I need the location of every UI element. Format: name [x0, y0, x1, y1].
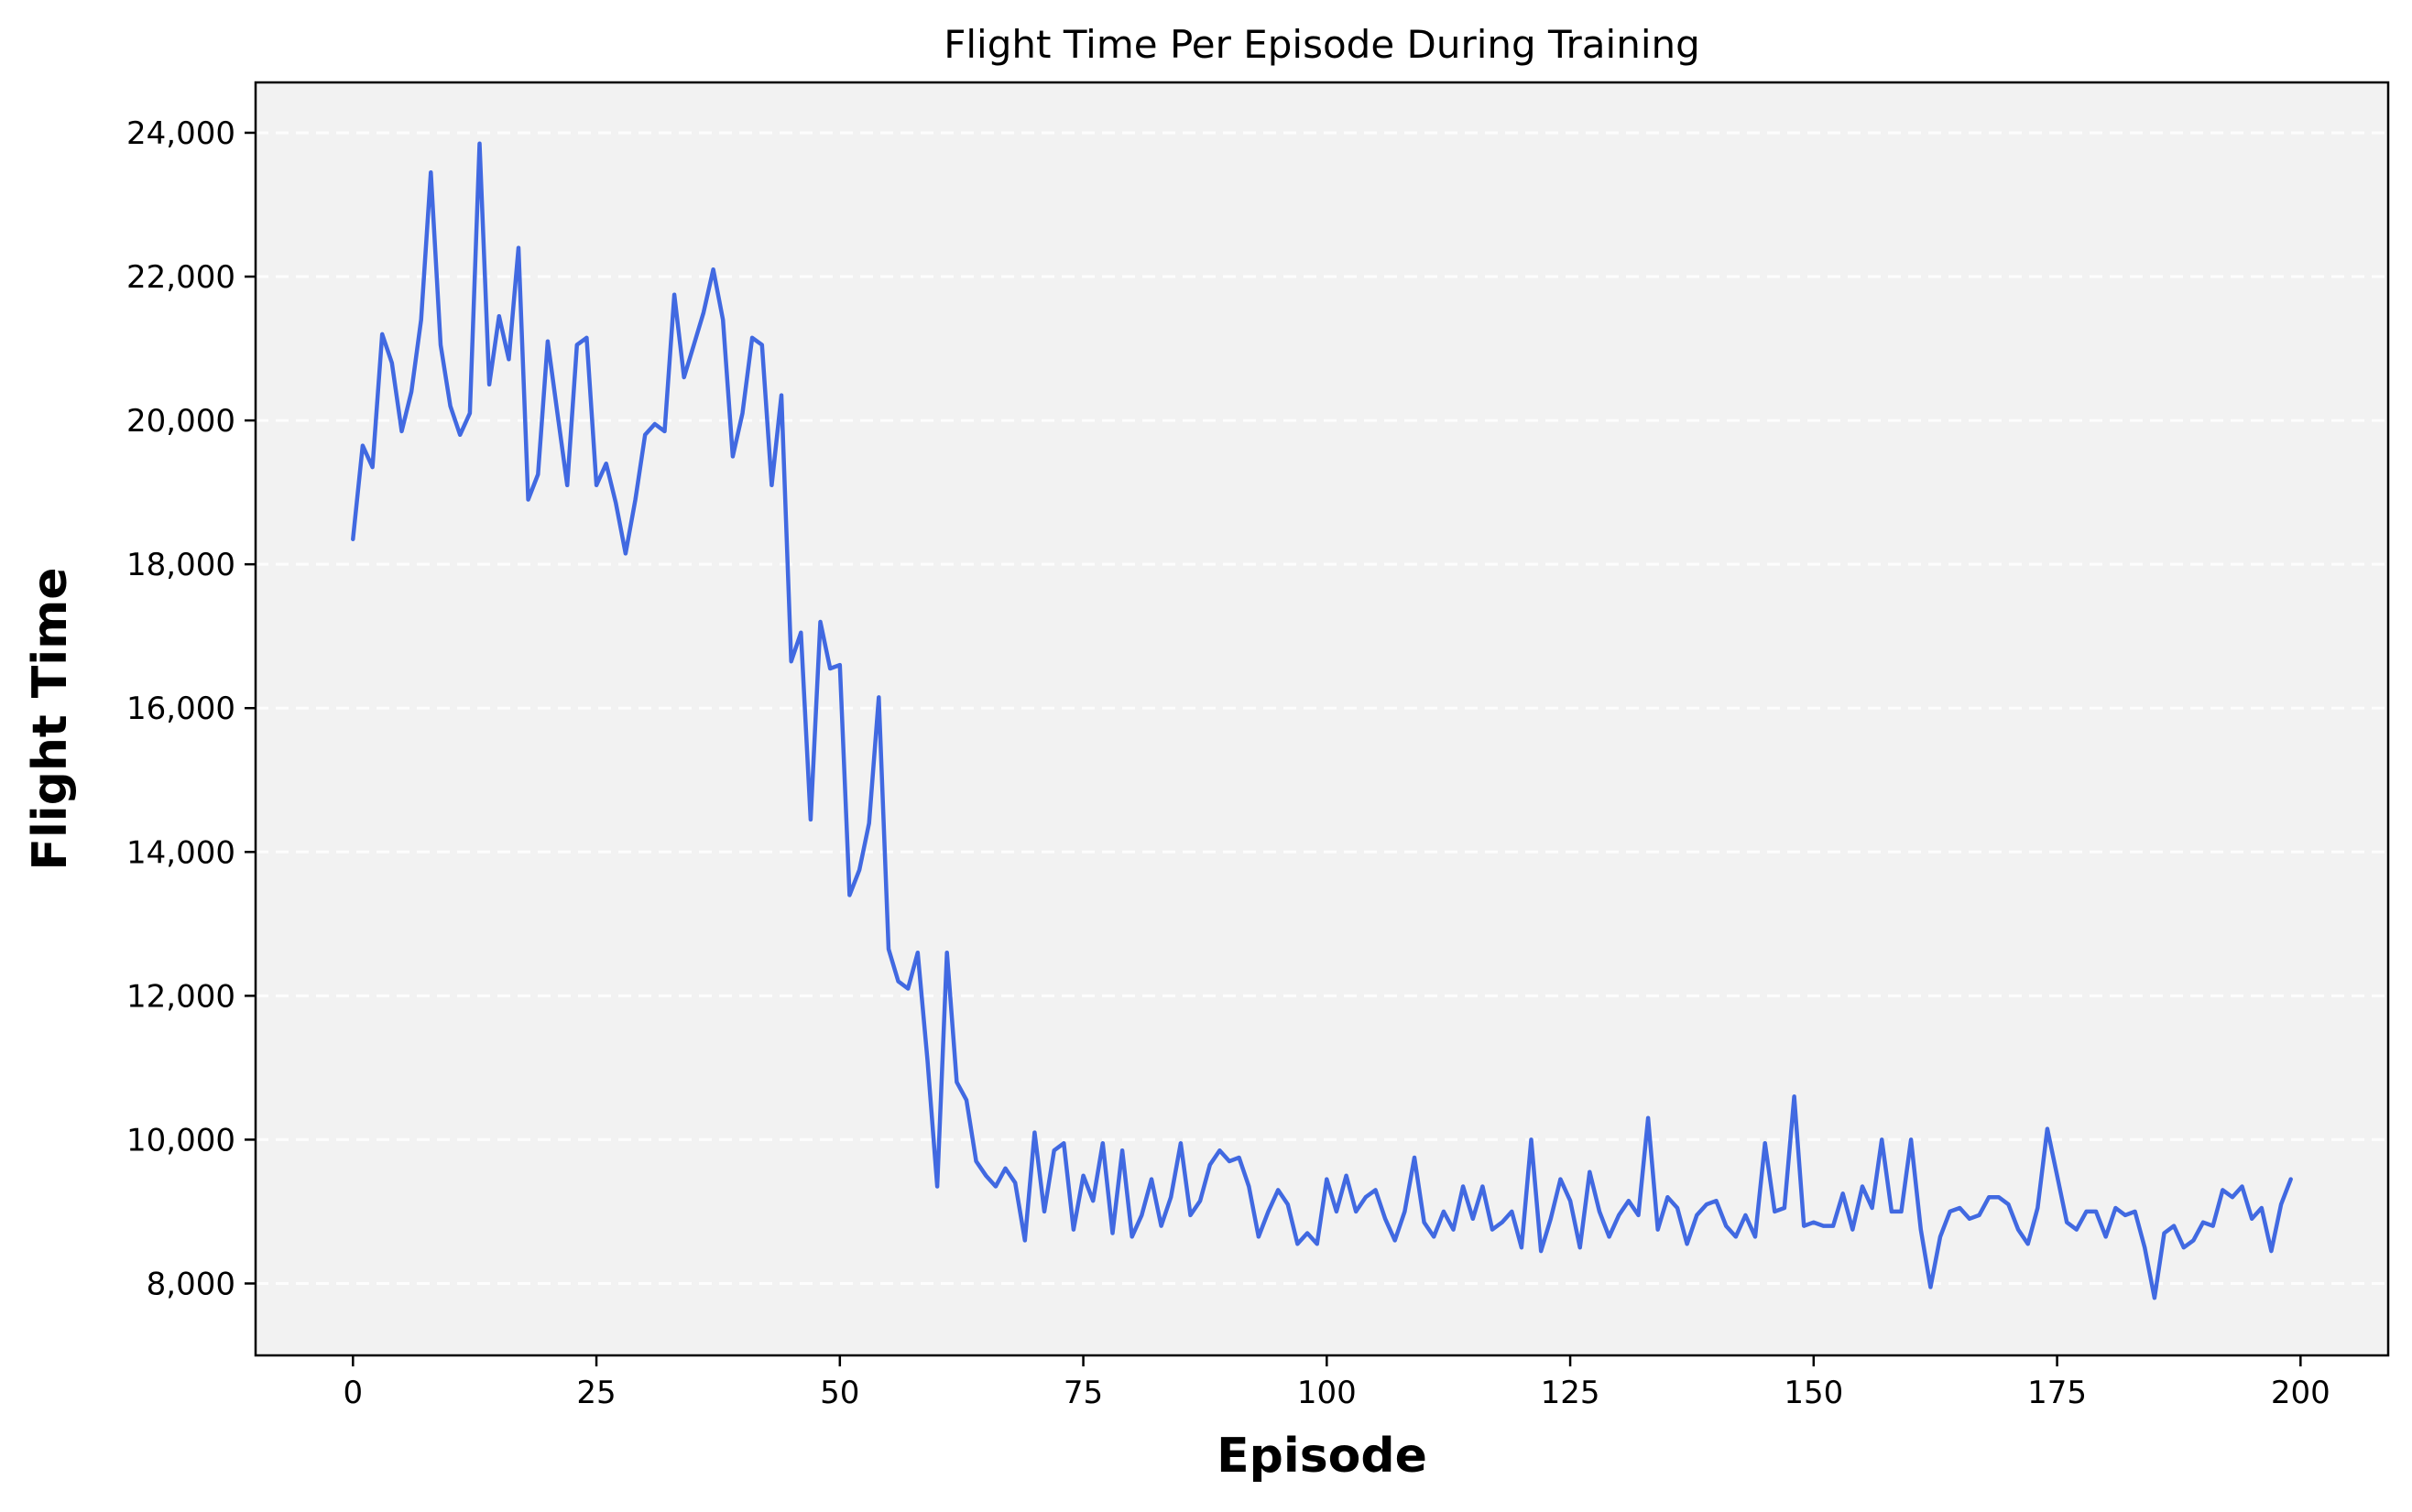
x-tick-label: 25 — [576, 1375, 616, 1411]
series-group — [351, 141, 2293, 1300]
x-tick-label: 100 — [1297, 1375, 1357, 1411]
x-tick-label: 150 — [1784, 1375, 1843, 1411]
x-tick-label: 0 — [343, 1375, 363, 1411]
y-gridlines — [256, 131, 2388, 1285]
y-axis: 8,000 10,000 12,000 14,000 16,000 18,000 20,00… — [126, 115, 256, 1302]
y-tick-label: 18,000 — [126, 547, 235, 583]
x-tick-label: 125 — [1541, 1375, 1600, 1411]
y-tick-label: 20,000 — [126, 403, 235, 440]
y-tick-label: 8,000 — [147, 1266, 235, 1302]
plot-area — [256, 82, 2388, 1355]
flight-time-series-line — [351, 141, 2293, 1300]
x-tick-label: 75 — [1064, 1375, 1103, 1411]
x-axis: 0 25 50 75 100 125 150 175 200 — [343, 1355, 2330, 1411]
y-tick-label: 10,000 — [126, 1122, 235, 1158]
y-axis-label: Flight Time — [23, 567, 78, 870]
y-tick-label: 14,000 — [126, 834, 235, 871]
chart-title: Flight Time Per Episode During Training — [944, 22, 1700, 67]
plot-frame — [254, 81, 2390, 1357]
x-tick-label: 200 — [2271, 1375, 2330, 1411]
y-tick-label: 24,000 — [126, 115, 235, 152]
x-tick-label: 175 — [2027, 1375, 2087, 1411]
x-tick-label: 50 — [820, 1375, 859, 1411]
y-tick-label: 12,000 — [126, 978, 235, 1015]
y-tick-label: 16,000 — [126, 691, 235, 727]
x-axis-label: Episode — [1217, 1429, 1427, 1484]
y-tick-label: 22,000 — [126, 259, 235, 296]
